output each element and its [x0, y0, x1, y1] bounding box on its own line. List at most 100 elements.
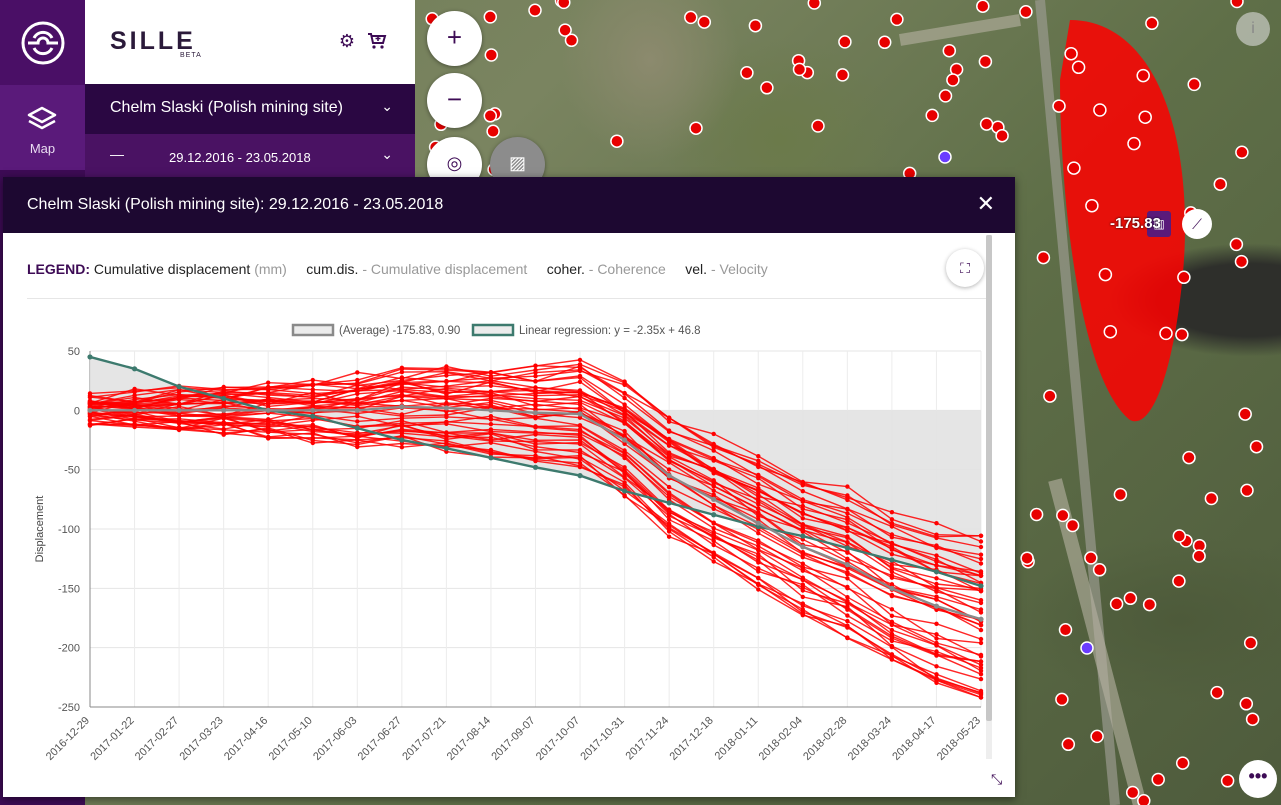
ps-point [946, 73, 960, 87]
settings-button[interactable]: ⚙ [336, 30, 358, 52]
point-series-marker [845, 618, 850, 624]
point-series-marker [176, 413, 182, 418]
regression-marker [221, 395, 227, 402]
ps-point [1249, 439, 1264, 454]
resize-icon: ⤡ [991, 771, 1003, 787]
point-series-marker [399, 369, 405, 375]
average-marker [532, 410, 539, 416]
point-series-marker [533, 432, 538, 437]
point-series-marker [756, 472, 761, 478]
rail-item-map[interactable]: Map [0, 85, 85, 170]
average-marker [443, 405, 449, 411]
average-marker [354, 407, 360, 413]
ps-point [748, 18, 763, 33]
point-series-marker [533, 374, 538, 379]
point-series-marker [221, 399, 226, 405]
point-series-marker [711, 551, 716, 557]
site-name: Chelm Slaski (Polish mining site) [110, 99, 343, 116]
ps-point [1064, 46, 1078, 61]
ps-point [1056, 508, 1070, 523]
point-series-marker [756, 554, 761, 560]
point-series-marker [266, 429, 271, 435]
point-series-marker [666, 419, 672, 424]
zoom-in-button[interactable]: + [427, 11, 482, 66]
date-range-selector[interactable]: — 29.12.2016 - 23.05.2018 ⌄ [85, 134, 415, 178]
cart-icon [368, 33, 387, 49]
info-button[interactable]: i [1236, 12, 1270, 46]
road [899, 14, 1021, 46]
ps-point [558, 23, 572, 37]
point-series-marker [399, 398, 405, 403]
point-series-marker [800, 594, 805, 600]
point-series-marker [756, 461, 761, 467]
trend-button[interactable]: ⟋ [1182, 209, 1212, 239]
point-series-marker [889, 573, 895, 578]
point-series-marker [756, 587, 761, 592]
point-series-marker [622, 471, 627, 476]
ps-point [1020, 551, 1034, 565]
point-series-marker [934, 532, 939, 537]
point-series-marker [666, 467, 672, 472]
point-series-marker [756, 569, 761, 574]
point-series-marker [577, 357, 583, 363]
point-series-marker [132, 389, 137, 395]
point-series-marker [934, 636, 939, 641]
point-series-marker [978, 561, 984, 566]
gear-icon: ⚙ [338, 31, 356, 51]
point-series-marker [978, 636, 984, 642]
point-series-marker [934, 640, 939, 646]
point-series-marker [622, 428, 627, 434]
site-selector[interactable]: Chelm Slaski (Polish mining site) ⌄ [85, 84, 415, 134]
point-series-marker [934, 664, 939, 669]
ps-point [1084, 551, 1098, 565]
point-series-marker [221, 426, 226, 432]
legend-unit: (mm) [254, 261, 287, 277]
regression-marker [176, 384, 182, 390]
point-series-marker [934, 587, 939, 592]
compare-button[interactable]: ▥ [1147, 211, 1171, 237]
close-button[interactable]: ✕ [977, 191, 995, 217]
point-series-marker [934, 581, 939, 587]
point-series-marker [577, 379, 583, 384]
y-axis-label: Displacement [34, 496, 46, 563]
chart-icon: ▥ [1153, 217, 1165, 231]
point-series-marker [399, 433, 405, 439]
scrollbar-thumb[interactable] [986, 235, 992, 721]
point-series-marker [176, 397, 182, 402]
divider [27, 298, 987, 299]
point-series-marker [978, 652, 984, 658]
point-series-marker [978, 589, 984, 594]
point-series-marker [711, 443, 716, 448]
point-series-marker [355, 391, 360, 396]
point-series-marker [533, 415, 538, 420]
point-series-marker [310, 436, 315, 441]
point-series-marker [533, 424, 538, 429]
more-button[interactable]: ••• [1239, 760, 1277, 798]
logo[interactable] [0, 0, 85, 85]
fullscreen-button[interactable]: ⛶ [946, 249, 984, 287]
zoom-out-button[interactable]: − [427, 73, 482, 128]
point-series-marker [622, 451, 627, 456]
point-series-marker [221, 422, 226, 427]
point-series-marker [756, 454, 761, 459]
point-series-marker [266, 401, 271, 406]
ps-point [528, 3, 542, 18]
point-series-marker [845, 598, 850, 604]
point-series-marker [978, 672, 984, 677]
point-series-marker [845, 576, 850, 581]
point-series-marker [978, 539, 984, 544]
ps-point [1071, 60, 1086, 75]
point-series-marker [355, 381, 360, 386]
point-series-marker [756, 517, 761, 522]
point-series-marker [845, 540, 850, 545]
point-series-marker [622, 379, 627, 384]
point-series-marker [756, 506, 761, 511]
point-series-marker [132, 402, 137, 407]
point-series-marker [978, 665, 984, 671]
point-series-marker [622, 467, 627, 473]
x-tick-label: 2017-12-18 [668, 715, 716, 763]
point-series-marker [711, 457, 716, 462]
ps-point [689, 121, 703, 135]
cart-button[interactable] [366, 30, 388, 52]
resize-handle[interactable]: ⤡ [991, 771, 1002, 788]
